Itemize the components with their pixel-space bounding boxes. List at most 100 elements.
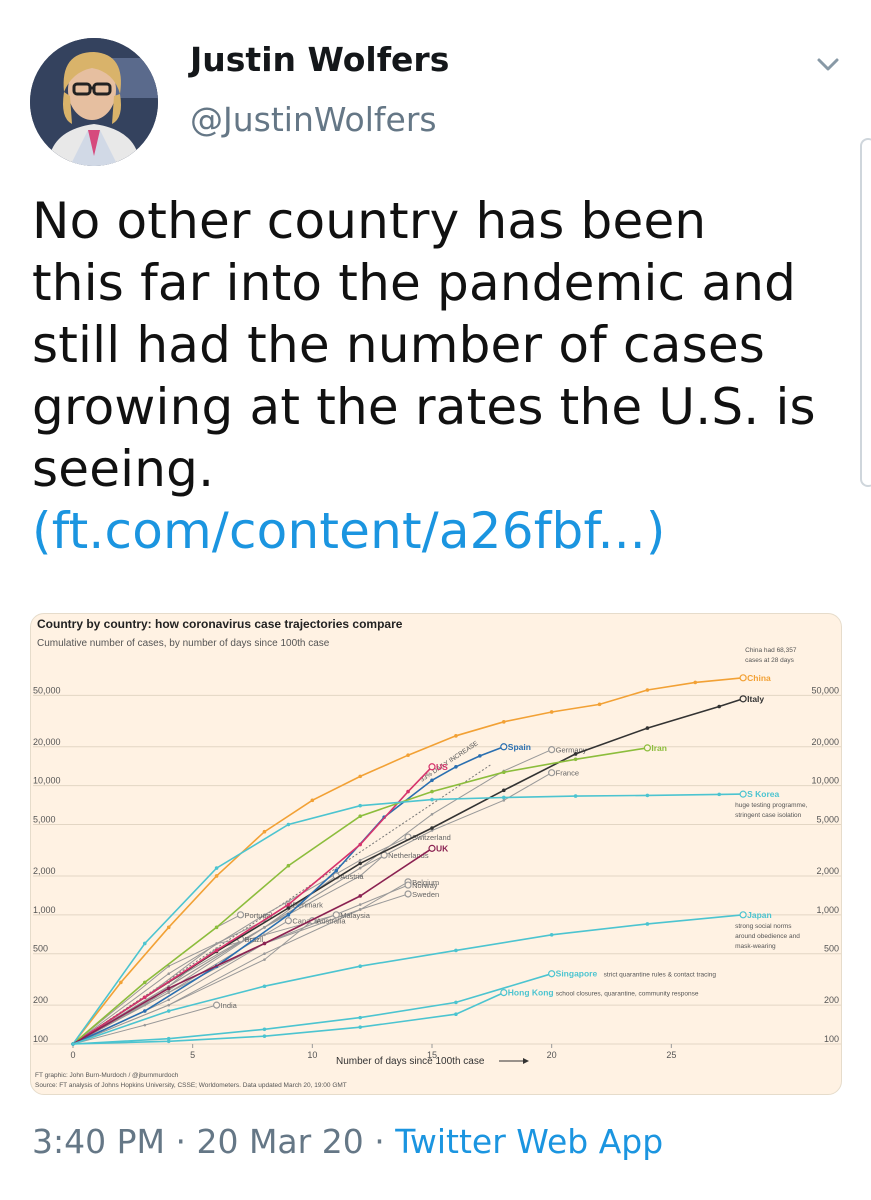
data-point bbox=[119, 980, 123, 985]
data-point bbox=[166, 1009, 171, 1013]
series-end-marker bbox=[404, 881, 412, 889]
data-point bbox=[214, 948, 219, 953]
series-end-marker bbox=[739, 695, 747, 703]
y-tick-label: 20,000 bbox=[811, 737, 839, 747]
series-label: S Korea bbox=[747, 789, 779, 799]
data-point bbox=[406, 753, 410, 758]
data-point bbox=[143, 941, 147, 946]
data-point bbox=[214, 866, 219, 870]
data-point bbox=[358, 874, 362, 878]
source-app-link[interactable]: Twitter Web App bbox=[395, 1122, 664, 1161]
data-point bbox=[143, 980, 147, 985]
source-line: FT graphic: John Burn-Murdoch / @jburnmu… bbox=[35, 1072, 179, 1079]
data-point bbox=[143, 1009, 147, 1013]
series-end-marker bbox=[548, 746, 556, 754]
annotation-text: huge testing programme, bbox=[735, 802, 807, 809]
series-label: Belgium bbox=[412, 878, 439, 887]
chart: Country by country: how coronavirus case… bbox=[33, 617, 841, 1089]
series-label: Germany bbox=[556, 746, 587, 755]
tweet-text-line: still had the number of cases bbox=[32, 316, 766, 374]
series-label: Spain bbox=[508, 742, 531, 752]
y-tick-label: 200 bbox=[824, 995, 839, 1005]
series-line-portugal bbox=[72, 914, 241, 1045]
data-point bbox=[358, 1015, 363, 1020]
series-label: Singapore bbox=[556, 969, 598, 979]
author-handle[interactable]: @JustinWolfers bbox=[190, 100, 437, 139]
data-point bbox=[167, 972, 171, 976]
data-point bbox=[358, 903, 362, 906]
chevron-down-icon[interactable] bbox=[814, 50, 842, 78]
data-point bbox=[645, 688, 650, 692]
series-label: Malaysia bbox=[340, 911, 370, 920]
series-label: US bbox=[436, 762, 448, 772]
data-point bbox=[262, 1034, 267, 1038]
series-end-marker bbox=[739, 674, 747, 682]
series-label: UK bbox=[436, 843, 449, 853]
series-end-marker bbox=[548, 769, 556, 777]
data-point bbox=[549, 710, 554, 714]
y-axis-right: 100 200 500 1,000 2,000 5,000 10,000 20,000 50,0… bbox=[811, 685, 839, 1044]
data-point bbox=[430, 778, 434, 783]
y-tick-label: 1,000 bbox=[816, 905, 839, 915]
y-tick-label: 10,000 bbox=[811, 776, 839, 786]
series-label: Austria bbox=[340, 872, 364, 881]
data-point bbox=[502, 770, 506, 775]
data-point bbox=[262, 1027, 267, 1032]
annotation-text: strong social norms bbox=[735, 923, 792, 930]
data-point bbox=[454, 734, 458, 738]
data-point bbox=[645, 922, 650, 926]
data-point bbox=[358, 964, 363, 969]
tweet-date[interactable]: 20 Mar 20 bbox=[196, 1122, 364, 1161]
data-point bbox=[358, 861, 363, 866]
avatar-image bbox=[30, 38, 158, 166]
data-point bbox=[286, 863, 291, 868]
avatar[interactable] bbox=[30, 38, 158, 166]
x-tick-label: 10 bbox=[307, 1050, 317, 1060]
series-end-marker bbox=[739, 911, 747, 919]
series-line-japan bbox=[72, 914, 744, 1045]
scrollbar[interactable] bbox=[860, 138, 871, 487]
series-line-germany bbox=[72, 749, 552, 1045]
series-end-marker bbox=[404, 890, 412, 898]
data-point bbox=[286, 913, 291, 917]
x-tick-label: 20 bbox=[547, 1050, 557, 1060]
data-point bbox=[358, 1025, 363, 1029]
data-point bbox=[166, 1036, 171, 1041]
data-point bbox=[310, 798, 315, 803]
data-point bbox=[286, 902, 291, 907]
data-point bbox=[430, 826, 434, 830]
data-point bbox=[166, 1039, 171, 1044]
series-label: Italy bbox=[747, 694, 764, 704]
tweet-link[interactable]: (ft.com/content/a26fbf...) bbox=[32, 502, 666, 560]
data-point bbox=[286, 906, 291, 910]
series-end-marker bbox=[500, 988, 508, 997]
series-end-marker bbox=[213, 1001, 221, 1009]
data-point bbox=[573, 757, 578, 762]
chart-annotations: China had 68,357 cases at 28 days huge tes… bbox=[556, 647, 808, 998]
tweet-time[interactable]: 3:40 PM bbox=[32, 1122, 165, 1161]
data-point bbox=[358, 814, 363, 819]
data-point bbox=[358, 858, 362, 862]
y-tick-label: 5,000 bbox=[33, 815, 56, 825]
series-end-marker bbox=[428, 763, 436, 771]
y-tick-label: 200 bbox=[33, 995, 48, 1005]
x-tick-label: 25 bbox=[666, 1050, 676, 1060]
data-point bbox=[262, 984, 267, 989]
data-point bbox=[573, 794, 578, 798]
annotation-text: school closures, quarantine, community r… bbox=[556, 991, 699, 998]
series-line-malaysia bbox=[72, 914, 337, 1045]
y-tick-label: 2,000 bbox=[816, 866, 839, 876]
chart-image[interactable]: Country by country: how coronavirus case… bbox=[30, 613, 842, 1095]
series-end-marker bbox=[332, 911, 340, 919]
series-line-china bbox=[72, 677, 744, 1045]
data-point bbox=[262, 829, 267, 834]
data-point bbox=[167, 998, 171, 1002]
series-label: Portugal bbox=[245, 911, 273, 920]
author-name[interactable]: Justin Wolfers bbox=[190, 40, 450, 79]
x-tick-label: 15 bbox=[427, 1050, 437, 1060]
x-axis-arrowhead bbox=[523, 1058, 529, 1064]
data-point bbox=[214, 925, 219, 930]
data-point bbox=[717, 792, 721, 797]
y-axis-left: 100 200 500 1,000 2,000 5,000 10,000 20,000 50,0… bbox=[33, 685, 61, 1044]
data-point bbox=[262, 941, 267, 946]
